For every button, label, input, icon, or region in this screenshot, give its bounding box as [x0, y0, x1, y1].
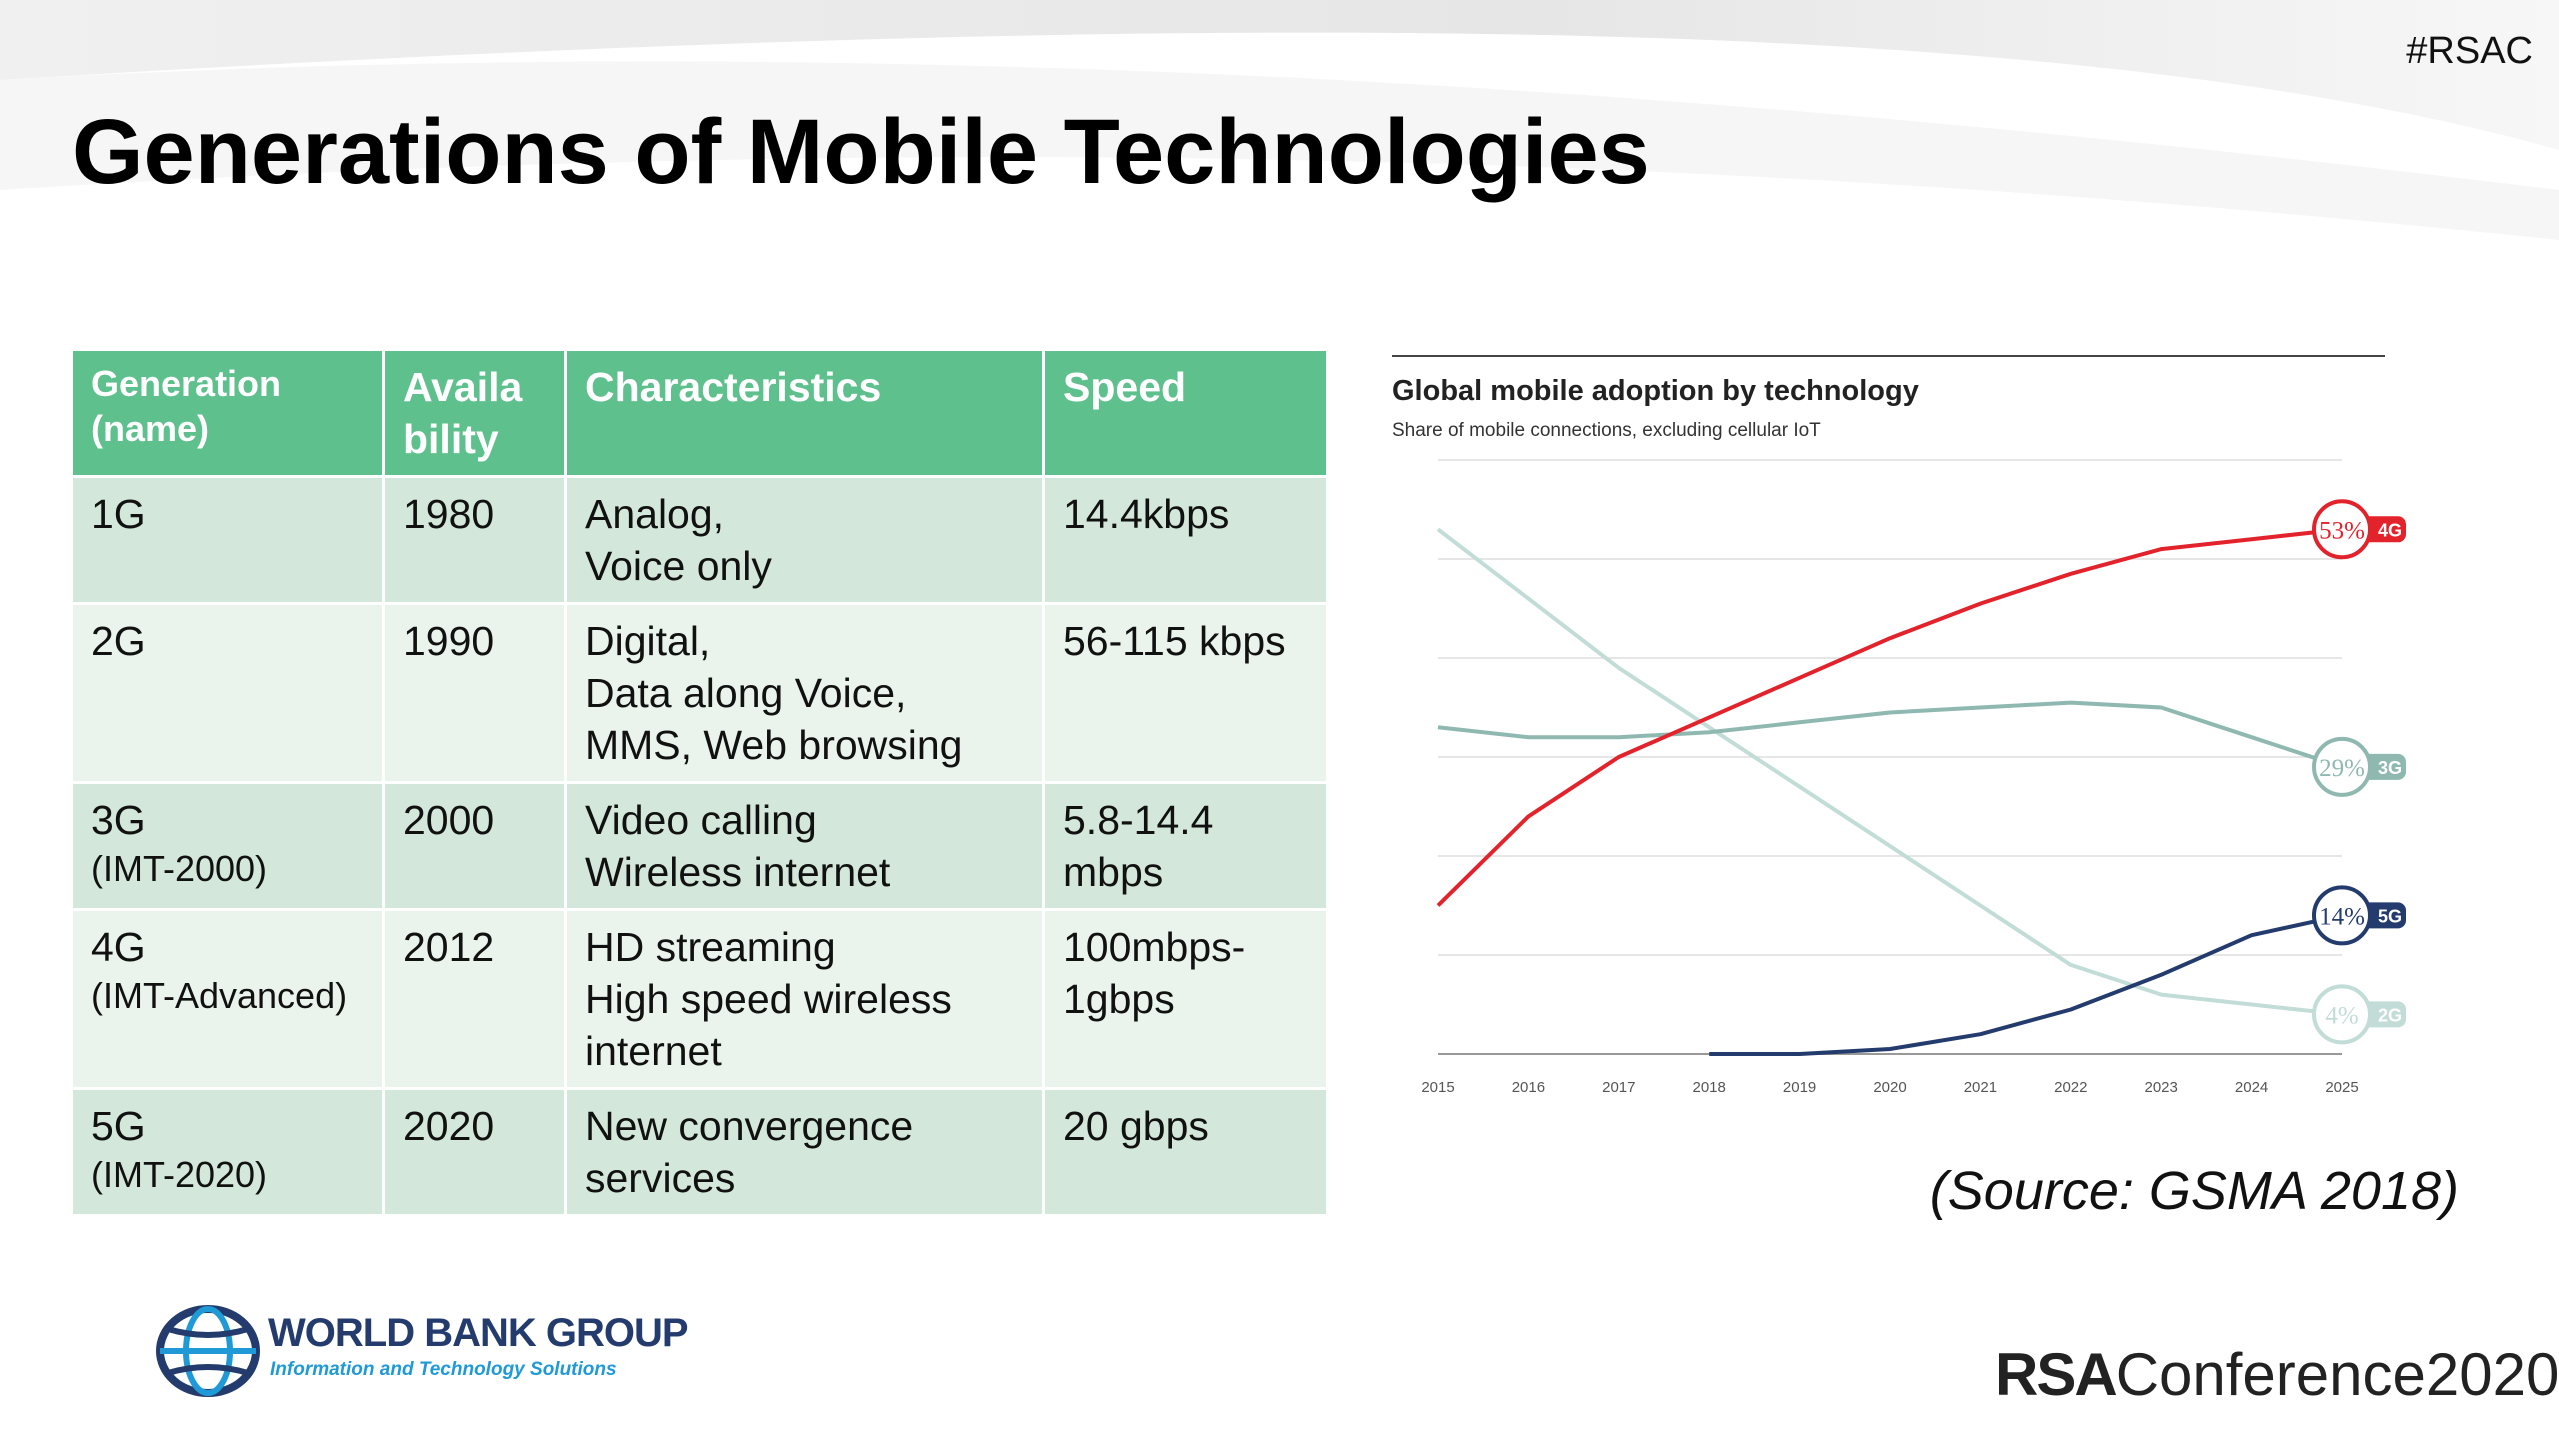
cell-year: 2020: [382, 1087, 567, 1217]
table-row: 1G 1980 Analog, Voice only 14.4kbps: [70, 475, 1329, 605]
cell-speed: 20 gbps: [1042, 1087, 1329, 1217]
char-line: Voice only: [585, 543, 772, 589]
cell-characteristics: HD streaming High speed wireless internet: [564, 908, 1045, 1090]
cell-speed: 100mbps-1gbps: [1042, 908, 1329, 1090]
header-speed: Speed: [1042, 348, 1329, 478]
page-title: Generations of Mobile Technologies: [72, 101, 1650, 203]
char-line: New convergence services: [585, 1103, 914, 1201]
series-line-5g: [1709, 913, 2343, 1056]
world-bank-logo: WORLD BANK GROUP Information and Technol…: [156, 1305, 696, 1397]
x-tick-label: 2019: [1783, 1079, 1816, 1096]
table-row: 4G (IMT-Advanced) 2012 HD streaming High s…: [70, 908, 1329, 1090]
table-row: 2G 1990 Digital, Data along Voice, MMS, We…: [70, 602, 1329, 784]
x-tick-label: 2021: [1964, 1079, 1997, 1096]
series-end-value: 14%: [2319, 903, 2365, 930]
char-line: High speed wireless internet: [585, 976, 952, 1074]
cell-characteristics: Video calling Wireless internet: [564, 781, 1045, 911]
generation-label: 4G: [91, 924, 146, 970]
generation-standard: (IMT-2020): [91, 1154, 268, 1195]
chart-title: Global mobile adoption by technology: [1392, 375, 1919, 407]
background-swoosh: [0, 0, 2559, 240]
generation-label: 1G: [91, 491, 146, 537]
series-end-marker: [2312, 499, 2372, 560]
series-line-4g: [1436, 527, 2343, 907]
table-row: 5G (IMT-2020) 2020 New convergence servic…: [70, 1087, 1329, 1217]
end-label-5g: 5G 14%: [2312, 885, 2406, 946]
cell-characteristics: Digital, Data along Voice, MMS, Web browsi…: [564, 602, 1045, 784]
series-end-value: 29%: [2319, 755, 2365, 782]
series-end-marker: [2312, 984, 2372, 1045]
rsa-logo-bold: RSA: [1995, 1341, 2118, 1408]
generation-label: 2G: [91, 618, 146, 664]
char-line: Wireless internet: [585, 849, 891, 895]
chart-subtitle: Share of mobile connections, excluding c…: [1392, 420, 1821, 441]
table-row: 3G (IMT-2000) 2000 Video calling Wireless …: [70, 781, 1329, 911]
series-name-tag: 2G: [2378, 1005, 2402, 1025]
globe-icon: [156, 1305, 260, 1397]
series-end-marker: [2312, 736, 2372, 797]
char-line: Digital,: [585, 618, 711, 664]
generations-table: Generation (name) Availa bility Characte…: [70, 348, 1329, 1217]
rsa-logo-rest: Conference2020: [2115, 1341, 2559, 1408]
cell-speed: 14.4kbps: [1042, 475, 1329, 605]
x-tick-label: 2018: [1693, 1079, 1726, 1096]
series-line-3g: [1437, 700, 2343, 769]
x-tick-label: 2023: [2145, 1079, 2178, 1096]
end-label-3g: 3G 29%: [2312, 736, 2406, 797]
x-tick-label: 2015: [1421, 1079, 1454, 1096]
header-characteristics: Characteristics: [564, 348, 1045, 478]
end-label-2g: 2G 4%: [2312, 984, 2406, 1045]
series-name-tag: 5G: [2378, 906, 2402, 926]
x-tick-label: 2022: [2054, 1079, 2087, 1096]
char-line: MMS, Web browsing: [585, 722, 963, 768]
x-tick-label: 2024: [2235, 1079, 2268, 1096]
table-header-row: Generation (name) Availa bility Characte…: [70, 348, 1329, 478]
cell-characteristics: Analog, Voice only: [564, 475, 1045, 605]
char-line: Data along Voice,: [585, 670, 907, 716]
wbg-subtitle: Information and Technology Solutions: [270, 1359, 617, 1380]
series-end-value: 4%: [2325, 1002, 2358, 1029]
series-end-value: 53%: [2319, 517, 2365, 544]
generation-label: 3G: [91, 797, 146, 843]
cell-speed: 56-115 kbps: [1042, 602, 1329, 784]
hashtag: #RSAC: [2406, 30, 2533, 72]
cell-generation: 3G (IMT-2000): [70, 781, 385, 911]
cell-generation: 4G (IMT-Advanced): [70, 908, 385, 1090]
header-generation: Generation (name): [70, 348, 385, 478]
x-tick-label: 2016: [1512, 1079, 1545, 1096]
series-end-marker: [2312, 885, 2372, 946]
generation-standard: (IMT-Advanced): [91, 975, 348, 1016]
cell-year: 2012: [382, 908, 567, 1090]
end-label-4g: 4G 53%: [2312, 499, 2406, 560]
x-tick-label: 2017: [1602, 1079, 1635, 1096]
cell-year: 1990: [382, 602, 567, 784]
header-availability: Availa bility: [382, 348, 567, 478]
adoption-chart: Global mobile adoption by technology Sha…: [1392, 355, 2406, 1096]
source-note: (Source: GSMA 2018): [1929, 1161, 2459, 1221]
cell-year: 2000: [382, 781, 567, 911]
generation-standard: (IMT-2000): [91, 848, 268, 889]
generation-label: 5G: [91, 1103, 146, 1149]
series-line-2g: [1436, 527, 2343, 1017]
series-name-tag: 4G: [2378, 520, 2402, 540]
cell-generation: 5G (IMT-2020): [70, 1087, 385, 1217]
wbg-name: WORLD BANK GROUP: [268, 1311, 689, 1355]
char-line: HD streaming: [585, 924, 836, 970]
cell-characteristics: New convergence services: [564, 1087, 1045, 1217]
series-name-tag: 3G: [2378, 758, 2402, 778]
cell-speed: 5.8-14.4 mbps: [1042, 781, 1329, 911]
x-tick-label: 2020: [1873, 1079, 1906, 1096]
char-line: Video calling: [585, 797, 817, 843]
cell-generation: 2G: [70, 602, 385, 784]
cell-year: 1980: [382, 475, 567, 605]
char-line: Analog,: [585, 491, 725, 537]
x-tick-label: 2025: [2325, 1079, 2358, 1096]
cell-generation: 1G: [70, 475, 385, 605]
rsa-conference-logo: RSAConference2020: [1995, 1340, 2559, 1409]
